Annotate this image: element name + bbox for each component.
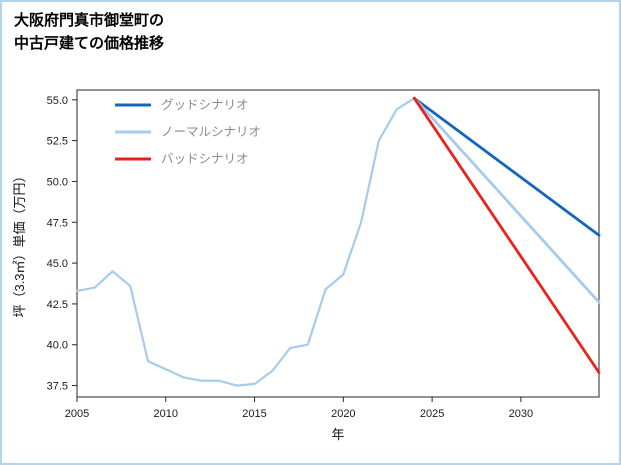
y-tick-label: 42.5 — [47, 299, 68, 311]
chart-title: 大阪府門真市御堂町の 中古戸建ての価格推移 — [14, 10, 164, 55]
chart-title-line-1: 大阪府門真市御堂町の — [14, 12, 165, 29]
x-tick-label: 2030 — [509, 408, 533, 420]
chart-title-line-2: 中古戸建ての価格推移 — [14, 34, 165, 52]
y-tick-label: 55.0 — [47, 95, 68, 107]
x-tick-label: 2005 — [65, 408, 89, 420]
chart-line-ノーマルシナリオ — [412, 96, 601, 304]
legend-label-ノーマルシナリオ: ノーマルシナリオ — [161, 125, 261, 139]
y-tick-label: 40.0 — [47, 340, 68, 352]
y-axis-label: 坪（3.3㎡）単価（万円） — [12, 169, 27, 317]
y-tick-label: 47.5 — [47, 217, 68, 229]
x-tick-label: 2025 — [420, 408, 444, 420]
x-tick-label: 2015 — [242, 408, 266, 420]
y-tick-label: 45.0 — [47, 258, 68, 270]
y-tick-label: 37.5 — [47, 381, 68, 393]
plot-spines — [76, 89, 600, 398]
chart-line-history — [75, 97, 416, 387]
legend-label-バッドシナリオ: バッドシナリオ — [161, 152, 249, 166]
legend-label-グッドシナリオ: グッドシナリオ — [161, 98, 249, 112]
x-axis-label: 年 — [331, 427, 344, 442]
chart-line-グッドシナリオ — [412, 96, 601, 237]
y-tick-label: 52.5 — [47, 136, 68, 148]
chart-line-バッドシナリオ — [412, 96, 601, 374]
x-tick-label: 2020 — [331, 408, 355, 420]
x-tick-label: 2010 — [154, 408, 178, 420]
y-tick-label: 50.0 — [47, 176, 68, 188]
